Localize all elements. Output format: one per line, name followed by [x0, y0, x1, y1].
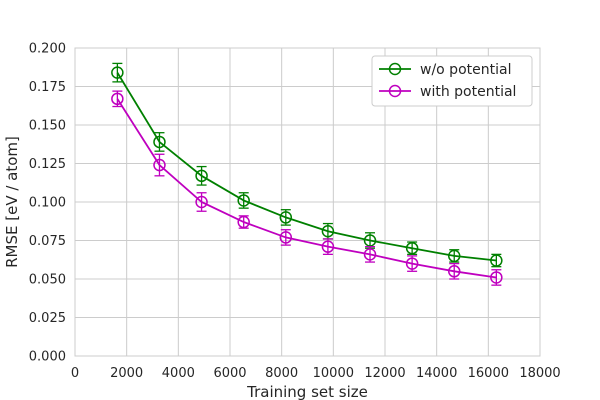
y-tick-label: 0.150: [29, 119, 66, 134]
y-axis-label: RMSE [eV / atom]: [3, 136, 21, 268]
x-tick-label: 18000: [519, 366, 560, 381]
x-tick-label: 0: [71, 366, 79, 381]
series-line: [116, 98, 497, 279]
data-point: [111, 66, 124, 79]
data-point: [405, 257, 419, 270]
data-point: [405, 241, 419, 255]
series-wo-potential: [111, 62, 503, 268]
y-tick-label: 0.075: [29, 234, 66, 249]
data-point: [153, 135, 166, 149]
series-layer: [111, 62, 503, 286]
series-line: [116, 72, 497, 262]
data-point: [237, 215, 250, 229]
y-tick-label: 0.100: [29, 196, 66, 211]
y-axis-ticks: 0.000 0.025 0.050 0.075 0.100 0.125 0.150 0.175…: [29, 42, 66, 365]
x-tick-label: 16000: [468, 366, 509, 381]
x-tick-label: 8000: [265, 366, 298, 381]
legend-item-with-potential: with potential: [379, 84, 516, 100]
data-point: [279, 211, 293, 224]
data-point: [153, 158, 166, 172]
data-point: [447, 249, 461, 263]
data-point: [237, 194, 250, 207]
x-axis-ticks: 0 2000 4000 6000 8000 10000 12000 14000 16000 180…: [71, 366, 561, 381]
y-tick-label: 0.175: [29, 80, 66, 95]
x-tick-label: 10000: [313, 366, 354, 381]
y-tick-label: 0.200: [29, 42, 66, 57]
legend-box: [371, 55, 533, 107]
x-tick-label: 14000: [416, 366, 457, 381]
plot-area: [74, 47, 541, 357]
data-point: [195, 169, 208, 183]
legend-label-wo-potential: w/o potential: [420, 62, 511, 78]
legend-item-wo-potential: w/o potential: [379, 62, 511, 78]
legend-label-with-potential: with potential: [420, 84, 516, 100]
x-axis-label: Training set size: [246, 383, 368, 400]
data-point: [321, 240, 335, 253]
x-tick-label: 12000: [364, 366, 405, 381]
data-point: [111, 92, 124, 106]
x-tick-label: 4000: [162, 366, 195, 381]
data-point: [279, 231, 293, 244]
data-point: [447, 265, 461, 278]
data-point: [363, 234, 377, 247]
x-tick-label: 6000: [213, 366, 246, 381]
data-point: [490, 271, 503, 284]
legend-marker-wo-potential: [388, 62, 402, 76]
data-point: [321, 225, 335, 238]
legend-marker-with-potential: [388, 84, 402, 98]
y-tick-label: 0.050: [29, 273, 66, 288]
y-tick-label: 0.000: [29, 350, 66, 365]
data-point: [490, 254, 503, 267]
data-point: [363, 248, 377, 261]
y-tick-label: 0.125: [29, 157, 66, 172]
data-point: [195, 195, 208, 209]
y-tick-label: 0.025: [29, 311, 66, 326]
x-tick-label: 2000: [110, 366, 143, 381]
series-with-potential: [111, 90, 503, 286]
legend: w/o potential with potential: [371, 55, 533, 107]
